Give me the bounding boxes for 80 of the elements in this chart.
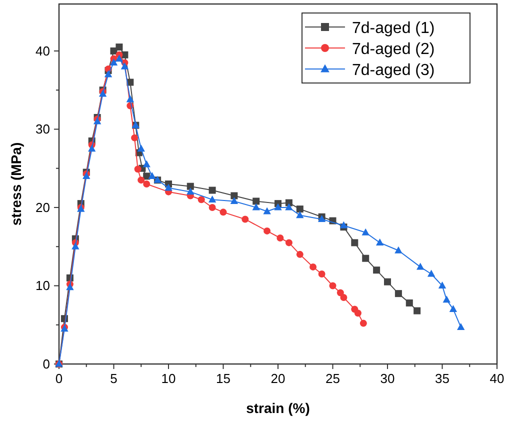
point bbox=[414, 307, 421, 314]
point bbox=[354, 310, 362, 317]
point bbox=[220, 208, 227, 216]
point bbox=[104, 70, 112, 78]
x-tick-label: 35 bbox=[435, 371, 450, 386]
point bbox=[116, 44, 123, 51]
y-tick-label: 0 bbox=[42, 356, 50, 372]
point bbox=[208, 195, 216, 202]
x-tick-label: 25 bbox=[326, 371, 340, 386]
y-tick-label: 40 bbox=[36, 43, 50, 58]
point bbox=[126, 95, 134, 102]
y-tick-label: 30 bbox=[36, 122, 50, 137]
point bbox=[198, 196, 205, 204]
x-tick-label: 15 bbox=[216, 371, 230, 386]
point bbox=[230, 197, 238, 204]
point bbox=[442, 296, 450, 303]
point bbox=[142, 160, 150, 168]
point bbox=[438, 282, 446, 289]
y-axis-title: stress (MPa) bbox=[8, 142, 24, 226]
point bbox=[449, 305, 458, 312]
point bbox=[351, 239, 358, 246]
point bbox=[373, 266, 380, 274]
point bbox=[296, 206, 304, 213]
x-tick-label: 40 bbox=[490, 371, 504, 386]
point bbox=[285, 203, 293, 210]
point bbox=[416, 262, 424, 270]
point bbox=[264, 227, 271, 234]
point bbox=[394, 290, 402, 298]
x-tick-label: 10 bbox=[161, 371, 176, 386]
point bbox=[340, 294, 348, 301]
point bbox=[360, 320, 367, 327]
x-axis-title: strain (%) bbox=[246, 400, 310, 416]
x-tick-label: 5 bbox=[110, 371, 118, 386]
point bbox=[186, 188, 194, 195]
point bbox=[208, 186, 216, 194]
point bbox=[296, 211, 304, 218]
point bbox=[134, 166, 142, 173]
point bbox=[384, 278, 391, 286]
point bbox=[208, 204, 216, 211]
point bbox=[457, 323, 465, 330]
x-tick-label: 0 bbox=[55, 371, 63, 386]
x-tick-label: 20 bbox=[270, 371, 286, 386]
point bbox=[186, 182, 194, 190]
point bbox=[110, 58, 118, 66]
point bbox=[131, 134, 138, 142]
point bbox=[138, 176, 145, 184]
y-tick-label: 20 bbox=[36, 200, 50, 215]
point bbox=[115, 54, 124, 62]
point bbox=[362, 254, 370, 262]
point bbox=[406, 299, 413, 306]
point bbox=[88, 144, 96, 152]
legend-label: 7d-aged (3) bbox=[352, 62, 435, 79]
legend-label: 7d-aged (2) bbox=[352, 41, 435, 58]
legend-label: 7d-aged (1) bbox=[352, 20, 435, 37]
point bbox=[252, 203, 260, 210]
point bbox=[394, 246, 402, 254]
point bbox=[318, 270, 326, 278]
point bbox=[263, 207, 271, 214]
point bbox=[285, 239, 292, 246]
point bbox=[376, 238, 384, 246]
point bbox=[164, 184, 172, 191]
point bbox=[120, 62, 129, 70]
point bbox=[66, 283, 74, 290]
point bbox=[427, 270, 436, 277]
y-tick-label: 10 bbox=[36, 278, 50, 294]
point bbox=[274, 203, 282, 210]
point bbox=[329, 282, 336, 290]
point bbox=[296, 250, 304, 258]
point bbox=[276, 234, 284, 242]
point bbox=[310, 263, 317, 270]
point bbox=[252, 198, 260, 205]
point bbox=[230, 192, 238, 200]
point bbox=[148, 172, 156, 179]
point bbox=[242, 216, 249, 223]
point bbox=[143, 180, 150, 188]
x-tick-label: 30 bbox=[380, 371, 395, 386]
point bbox=[72, 242, 80, 250]
point bbox=[340, 221, 348, 228]
point bbox=[362, 228, 370, 236]
point bbox=[137, 144, 145, 152]
